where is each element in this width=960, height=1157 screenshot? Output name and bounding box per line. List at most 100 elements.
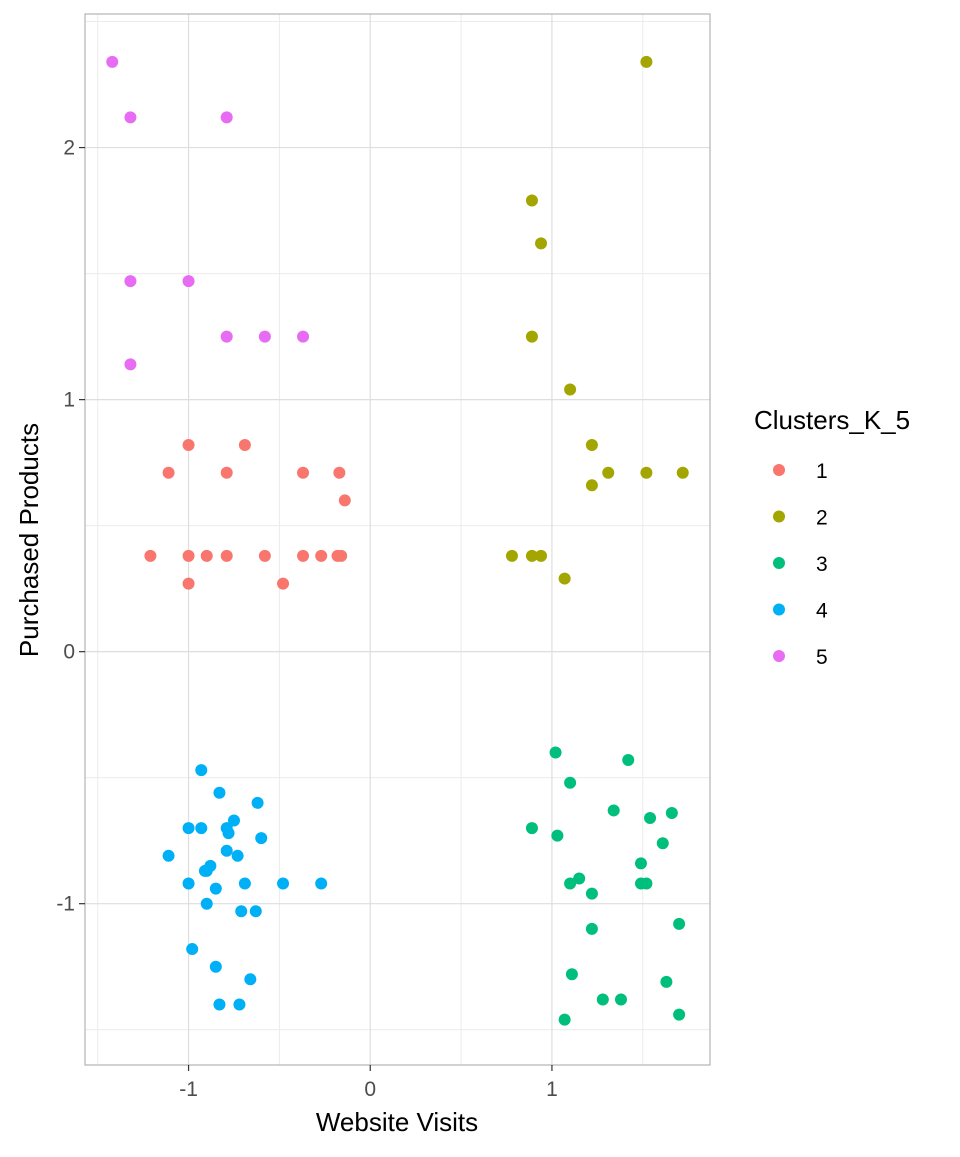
legend-label-cluster-4: 4	[816, 600, 828, 623]
data-point-cluster-2	[525, 330, 538, 343]
data-point-cluster-4	[238, 877, 251, 890]
data-point-cluster-4	[315, 877, 328, 890]
legend-key-cluster-2	[773, 510, 785, 523]
data-point-cluster-3	[549, 746, 562, 759]
data-point-cluster-3	[551, 829, 564, 842]
data-point-cluster-2	[585, 479, 598, 492]
data-point-cluster-1	[297, 549, 310, 562]
data-point-cluster-2	[525, 549, 538, 562]
data-point-cluster-4	[182, 877, 195, 890]
data-point-cluster-1	[238, 438, 251, 451]
data-point-cluster-5	[182, 275, 195, 288]
legend-label-cluster-1: 1	[816, 460, 828, 483]
legend-label-cluster-3: 3	[816, 553, 828, 576]
data-point-cluster-1	[297, 466, 310, 479]
grid	[85, 14, 710, 1065]
data-point-cluster-5	[258, 330, 271, 343]
data-point-cluster-1	[182, 577, 195, 590]
data-point-cluster-2	[505, 549, 518, 562]
data-point-cluster-1	[333, 466, 346, 479]
y-tick-label: 0	[63, 641, 75, 664]
data-point-cluster-1	[220, 549, 233, 562]
x-axis-ticks: -1 0 1	[179, 1065, 558, 1101]
data-point-cluster-4	[244, 973, 257, 986]
data-point-cluster-2	[640, 55, 653, 68]
data-point-cluster-4	[200, 897, 213, 910]
data-point-cluster-4	[195, 822, 208, 835]
data-point-cluster-3	[656, 837, 669, 850]
data-point-cluster-4	[195, 764, 208, 777]
data-point-cluster-1	[315, 549, 328, 562]
x-tick-label: -1	[179, 1078, 198, 1101]
data-point-cluster-1	[182, 438, 195, 451]
data-point-cluster-4	[209, 960, 222, 973]
data-point-cluster-3	[634, 857, 647, 870]
legend-key-cluster-5	[773, 650, 785, 662]
data-point-cluster-2	[676, 466, 689, 479]
data-point-cluster-1	[162, 466, 175, 479]
data-point-cluster-5	[220, 111, 233, 124]
data-point-cluster-3	[665, 806, 678, 819]
x-tick-label: 0	[364, 1078, 376, 1101]
data-point-cluster-2	[535, 549, 548, 562]
y-axis-ticks: -1 0 1 2	[56, 137, 85, 916]
x-tick-label: 1	[546, 1078, 558, 1101]
data-points	[106, 55, 689, 1026]
data-point-cluster-4	[249, 905, 262, 918]
data-point-cluster-1	[220, 466, 233, 479]
data-point-cluster-3	[673, 917, 686, 930]
data-point-cluster-3	[525, 822, 538, 835]
data-point-cluster-5	[124, 275, 137, 288]
data-point-cluster-3	[585, 887, 598, 900]
data-point-cluster-2	[525, 194, 538, 207]
y-tick-label: 2	[63, 137, 75, 160]
data-point-cluster-3	[622, 754, 635, 767]
legend-key-cluster-1	[773, 464, 785, 476]
y-tick-label: -1	[56, 893, 75, 916]
data-point-cluster-3	[614, 993, 627, 1006]
data-point-cluster-5	[124, 358, 137, 371]
data-point-cluster-4	[233, 998, 246, 1011]
data-point-cluster-5	[106, 55, 119, 68]
x-axis-title: Website Visits	[316, 1107, 478, 1137]
data-point-cluster-3	[585, 922, 598, 935]
legend-label-cluster-5: 5	[816, 646, 828, 669]
data-point-cluster-1	[277, 577, 290, 590]
data-point-cluster-4	[231, 849, 244, 862]
data-point-cluster-4	[235, 905, 248, 918]
data-point-cluster-5	[297, 330, 310, 343]
data-point-cluster-4	[277, 877, 290, 890]
data-point-cluster-3	[660, 975, 673, 988]
data-point-cluster-1	[335, 549, 348, 562]
data-point-cluster-4	[186, 943, 199, 956]
data-point-cluster-4	[220, 844, 233, 857]
data-point-cluster-4	[251, 796, 264, 809]
data-point-cluster-5	[220, 330, 233, 343]
legend-label-cluster-2: 2	[816, 507, 828, 530]
data-point-cluster-3	[564, 877, 577, 890]
legend-key-cluster-4	[773, 603, 785, 616]
data-point-cluster-2	[564, 383, 577, 396]
data-point-cluster-4	[182, 822, 195, 835]
data-point-cluster-3	[640, 877, 653, 890]
data-point-cluster-3	[607, 804, 620, 817]
data-point-cluster-2	[558, 572, 571, 585]
data-point-cluster-3	[644, 812, 657, 825]
legend-title: Clusters_K_5	[754, 405, 910, 435]
panel-border	[84, 13, 711, 1066]
data-point-cluster-5	[124, 111, 137, 124]
data-point-cluster-4	[198, 864, 211, 877]
legend-key-cluster-3	[773, 557, 785, 569]
data-point-cluster-4	[209, 882, 222, 895]
data-point-cluster-1	[338, 494, 351, 507]
data-point-cluster-2	[535, 237, 548, 250]
y-tick-label: 1	[63, 389, 75, 412]
data-point-cluster-2	[602, 466, 615, 479]
data-point-cluster-2	[585, 438, 598, 451]
data-point-cluster-3	[573, 872, 586, 885]
data-point-cluster-4	[213, 786, 226, 799]
data-point-cluster-3	[558, 1013, 571, 1026]
data-point-cluster-4	[213, 998, 226, 1011]
legend: Clusters_K_5 1 2 3 4 5	[754, 405, 910, 669]
